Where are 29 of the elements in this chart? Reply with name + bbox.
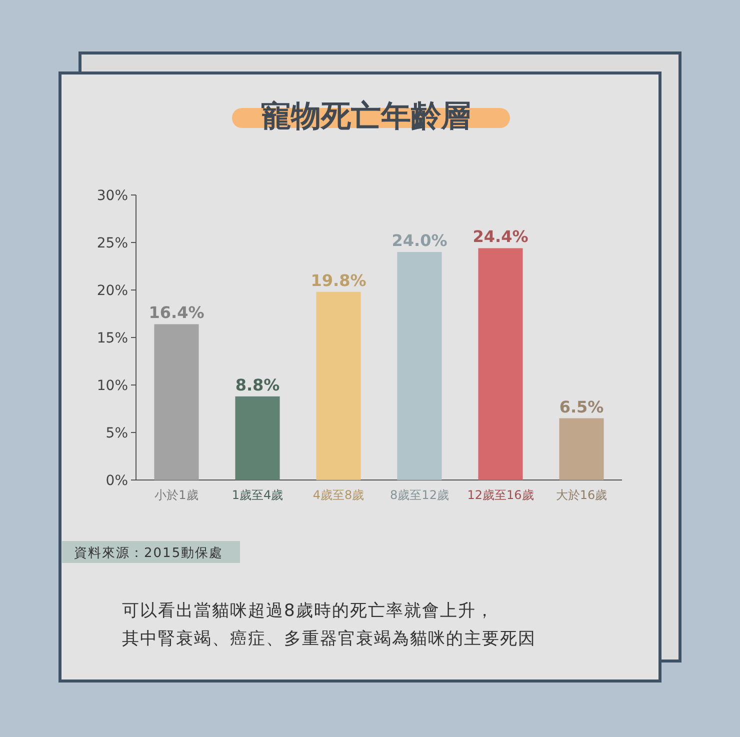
data-label: 16.4%: [148, 303, 204, 322]
data-label: 6.5%: [559, 397, 604, 416]
data-label: 8.8%: [235, 375, 280, 394]
y-tick-label: 5%: [106, 426, 128, 442]
bar: [154, 324, 199, 480]
x-tick-label: 1歲至4歲: [232, 488, 284, 502]
bar: [397, 252, 442, 480]
x-tick-label: 大於16歲: [556, 488, 608, 502]
y-tick-label: 30%: [96, 188, 128, 204]
y-tick-label: 0%: [106, 473, 128, 489]
text: 其中腎衰竭、癌症、多重器官衰竭為貓咪的主要死因: [122, 629, 536, 649]
data-label: 24.0%: [392, 231, 448, 250]
x-tick-label: 12歲至16歲: [467, 488, 534, 502]
x-tick-label: 4歲至8歲: [312, 488, 364, 502]
bar: [559, 418, 604, 480]
bar: [478, 248, 523, 480]
y-tick-label: 10%: [96, 378, 128, 394]
y-tick-label: 15%: [96, 330, 128, 346]
x-tick-label: 8歲至12歲: [390, 488, 449, 502]
bar: [235, 396, 280, 480]
chart-title: 寵物死亡年齡層: [261, 99, 471, 134]
source-note: 資料來源：2015動保處: [74, 546, 224, 561]
x-tick-label: 小於1歲: [154, 488, 198, 502]
text: 可以看出當貓咪超過8歲時的死亡率就會上升，: [122, 601, 494, 621]
y-tick-label: 25%: [96, 236, 128, 252]
bar: [316, 292, 361, 480]
data-label: 19.8%: [310, 270, 366, 290]
data-label: 24.4%: [472, 227, 528, 246]
y-tick-label: 20%: [96, 283, 128, 299]
